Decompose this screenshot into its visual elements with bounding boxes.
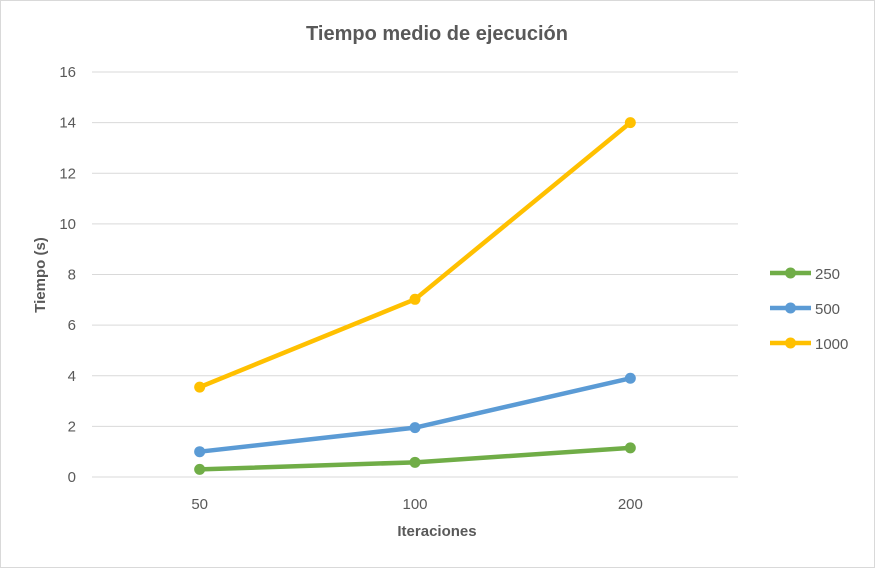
y-tick-label: 10 — [59, 216, 76, 233]
legend-marker — [785, 302, 796, 314]
y-tick-label: 0 — [68, 469, 76, 486]
data-point-1000-100 — [409, 293, 421, 305]
y-tick-label: 8 — [68, 267, 76, 284]
y-axis-title: Tiempo (s) — [32, 237, 49, 313]
x-tick-label: 200 — [618, 496, 643, 513]
x-axis-title: Iteraciones — [397, 523, 476, 540]
series-line-500 — [197, 376, 633, 454]
data-point-1000-200 — [624, 117, 636, 129]
legend-label: 500 — [815, 301, 840, 318]
data-point-250-100 — [409, 456, 421, 468]
legend: 250 500 1000 — [770, 266, 848, 353]
chart-title: Tiempo medio de ejecución — [306, 23, 568, 45]
legend-marker — [785, 337, 796, 349]
gridlines — [92, 71, 738, 478]
y-tick-label: 16 — [59, 64, 76, 81]
legend-item-250: 250 — [770, 266, 840, 283]
legend-label: 1000 — [815, 336, 848, 353]
y-tick-label: 14 — [59, 115, 76, 132]
data-point-250-50 — [194, 463, 206, 475]
series-line-1000 — [197, 120, 633, 390]
data-point-500-50 — [194, 446, 206, 458]
x-tick-labels: 50 100 200 — [191, 496, 643, 513]
legend-item-1000: 1000 — [770, 336, 848, 353]
y-tick-label: 4 — [68, 368, 76, 385]
y-tick-label: 2 — [68, 418, 76, 435]
legend-label: 250 — [815, 266, 840, 283]
series-points — [194, 117, 636, 475]
data-point-500-200 — [624, 372, 636, 384]
legend-marker — [785, 267, 796, 279]
x-tick-label: 50 — [191, 496, 208, 513]
data-point-1000-50 — [194, 381, 206, 393]
x-tick-label: 100 — [402, 496, 427, 513]
legend-item-500: 500 — [770, 301, 840, 318]
y-tick-labels: 0 2 4 6 8 10 12 14 16 — [59, 64, 76, 486]
y-tick-label: 6 — [68, 317, 76, 334]
data-point-250-200 — [624, 442, 636, 454]
y-tick-label: 12 — [59, 165, 76, 182]
data-point-500-100 — [409, 422, 421, 434]
